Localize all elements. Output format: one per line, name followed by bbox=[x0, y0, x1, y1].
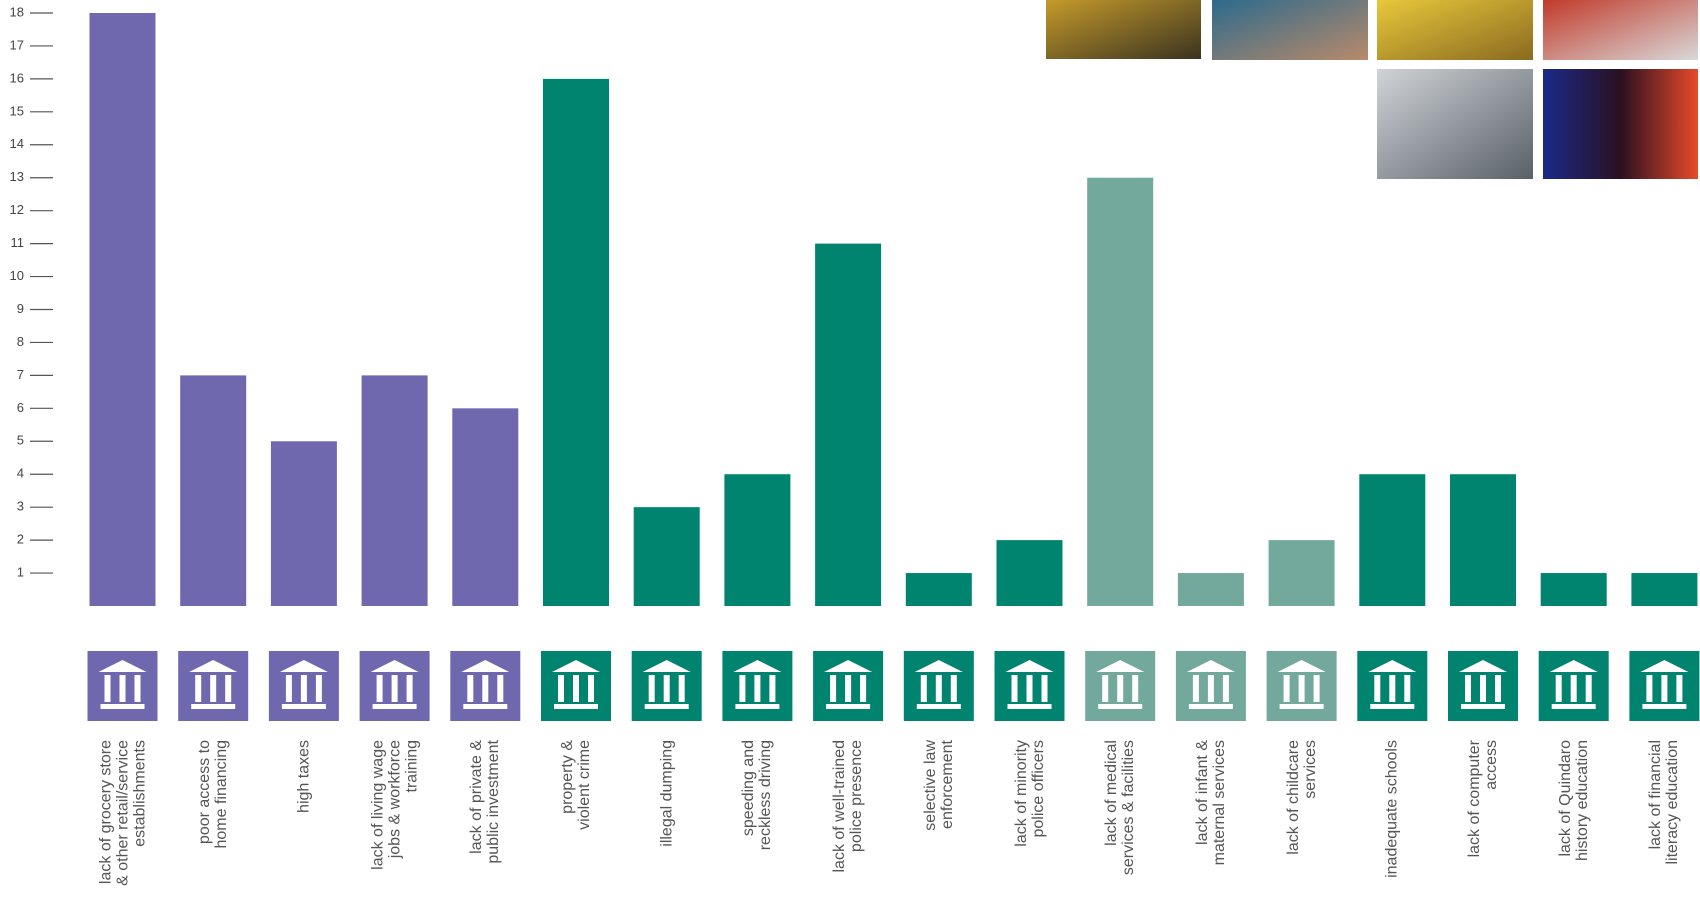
icon bbox=[994, 651, 1065, 721]
bar bbox=[180, 375, 247, 606]
bar bbox=[452, 408, 519, 606]
bar bbox=[1540, 573, 1607, 606]
bar bbox=[633, 507, 700, 606]
icon-glyph bbox=[279, 660, 328, 709]
icon bbox=[1175, 651, 1246, 721]
x-tick-label: lack of private & public investment bbox=[468, 740, 503, 864]
icon bbox=[1357, 651, 1428, 721]
y-tick-label: 15 bbox=[10, 103, 24, 118]
bar bbox=[1631, 573, 1698, 606]
bar bbox=[724, 474, 791, 606]
icon bbox=[631, 651, 702, 721]
icon-glyph bbox=[1277, 660, 1326, 709]
icon-glyph bbox=[552, 660, 600, 709]
x-tick-label: property & violent crime bbox=[559, 740, 593, 830]
bar bbox=[996, 540, 1063, 606]
icon bbox=[722, 651, 793, 721]
icon-glyph bbox=[733, 660, 782, 709]
icon bbox=[1266, 651, 1337, 721]
x-tick-label: lack of grocery store & other retail/ser… bbox=[97, 740, 148, 886]
photo bbox=[1377, 0, 1533, 60]
icon bbox=[87, 651, 158, 721]
bar bbox=[905, 573, 972, 606]
x-tick-label: lack of medical services & facilities bbox=[1103, 740, 1138, 876]
y-tick-label: 1 bbox=[17, 564, 24, 579]
icon bbox=[268, 651, 339, 721]
icon-glyph bbox=[1005, 660, 1054, 709]
y-tick-label: 8 bbox=[17, 334, 24, 349]
y-tick-label: 5 bbox=[17, 433, 24, 448]
x-tick-label: lack of Quindaro history education bbox=[1556, 740, 1591, 861]
bar bbox=[1450, 474, 1516, 606]
x-tick-label: selective law enforcement bbox=[921, 740, 956, 831]
icon bbox=[813, 651, 884, 721]
x-tick-label: lack of computer access bbox=[1466, 740, 1500, 858]
y-tick-label: 9 bbox=[17, 301, 24, 316]
icon-glyph bbox=[98, 660, 147, 709]
bar bbox=[815, 243, 882, 606]
icon-glyph bbox=[1549, 660, 1598, 709]
x-tick-label: lack of infant & maternal services bbox=[1193, 740, 1228, 866]
y-tick-label: 7 bbox=[17, 367, 24, 382]
icon bbox=[1448, 651, 1518, 721]
x-tick-label: lack of childcare services bbox=[1284, 740, 1319, 855]
y-tick-label: 14 bbox=[10, 136, 24, 151]
icon bbox=[1629, 651, 1700, 721]
x-tick-label: lack of well-trained police presence bbox=[831, 740, 866, 873]
icon-glyph bbox=[824, 660, 873, 709]
icon bbox=[541, 651, 611, 721]
bar bbox=[270, 441, 337, 606]
y-tick-label: 10 bbox=[10, 268, 24, 283]
icon-glyph bbox=[370, 660, 419, 709]
y-tick-label: 17 bbox=[10, 37, 24, 52]
y-tick-label: 2 bbox=[17, 532, 24, 547]
icon-glyph bbox=[1459, 660, 1507, 709]
bar bbox=[89, 13, 156, 606]
bar bbox=[1177, 573, 1244, 606]
y-tick-label: 3 bbox=[17, 499, 24, 514]
y-tick-label: 16 bbox=[10, 70, 24, 85]
y-tick-label: 4 bbox=[17, 466, 24, 481]
x-tick-label: speeding and reckless driving bbox=[740, 740, 775, 851]
x-tick-label: lack of financial literacy education bbox=[1647, 740, 1682, 865]
y-tick-label: 6 bbox=[17, 400, 24, 415]
x-tick-label: high taxes bbox=[295, 740, 313, 813]
bar bbox=[543, 78, 609, 606]
x-tick-label: inadequate schools bbox=[1383, 740, 1401, 878]
icon bbox=[359, 651, 430, 721]
x-tick-label: poor access to home financing bbox=[196, 740, 231, 849]
bar bbox=[1268, 540, 1335, 606]
x-tick-label: lack of living wage jobs & workforce tra… bbox=[369, 740, 421, 870]
x-tick-label: illegal dumping bbox=[658, 740, 676, 847]
photo bbox=[1543, 0, 1698, 60]
y-tick-label: 11 bbox=[11, 235, 25, 250]
icon-glyph bbox=[1186, 660, 1235, 709]
photo bbox=[1212, 0, 1368, 60]
icon bbox=[1538, 651, 1609, 721]
icon bbox=[178, 651, 249, 721]
icon-glyph bbox=[1640, 660, 1689, 709]
y-tick-label: 12 bbox=[10, 202, 24, 217]
icon bbox=[450, 651, 521, 721]
icon-glyph bbox=[189, 660, 238, 709]
x-tick-label: lack of minority police officers bbox=[1012, 740, 1047, 847]
bar bbox=[1087, 177, 1154, 606]
photo bbox=[1046, 0, 1201, 59]
bar bbox=[361, 375, 428, 606]
icon-glyph bbox=[1096, 660, 1145, 709]
icon-glyph bbox=[914, 660, 963, 709]
icon-glyph bbox=[1368, 660, 1417, 709]
icon-glyph bbox=[642, 660, 691, 709]
y-tick-label: 13 bbox=[10, 169, 24, 184]
y-tick-label: 18 bbox=[10, 4, 24, 19]
icon-glyph bbox=[461, 660, 510, 709]
photo bbox=[1543, 69, 1698, 179]
bar bbox=[1359, 474, 1426, 606]
photo bbox=[1377, 69, 1533, 179]
icon bbox=[903, 651, 974, 721]
icon bbox=[1085, 651, 1156, 721]
